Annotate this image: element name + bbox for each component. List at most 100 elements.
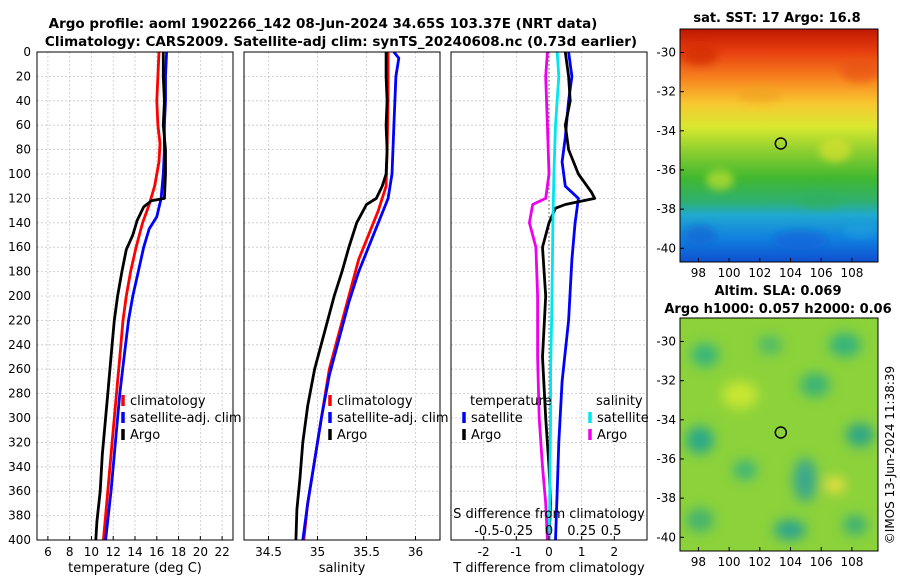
svg-text:climatology: climatology bbox=[337, 394, 413, 409]
svg-text:satellite: satellite bbox=[471, 411, 523, 426]
depth-tick-label: 360 bbox=[8, 484, 31, 498]
sst-map-xtick-label: 104 bbox=[779, 266, 802, 280]
sst-argo-location-marker bbox=[774, 137, 788, 150]
salinity-xtick-label: 34.5 bbox=[255, 545, 282, 559]
diff-legend-temperature-title: temperature bbox=[470, 394, 552, 409]
sst-map-axes: 98 100 102 104 106 108 -30 -32 -34 -36 -38 -40 bbox=[656, 45, 863, 280]
sst-map-ytick-label: -38 bbox=[656, 202, 676, 216]
salinity-legend-2: Argo bbox=[328, 428, 367, 443]
difference-line-s-satellite bbox=[547, 52, 561, 540]
temperature-xtick-label: 14 bbox=[127, 545, 142, 559]
diff-legend-s-argo: Argo bbox=[588, 428, 627, 443]
imos-timestamp-label: ©IMOS 13-Jun-2024 11:38:39 bbox=[883, 366, 897, 544]
depth-tick-label: 240 bbox=[8, 338, 31, 352]
temperature-xtick-label: 8 bbox=[66, 545, 74, 559]
depth-tick-label: 80 bbox=[16, 143, 31, 157]
depth-tick-label: 60 bbox=[16, 118, 31, 132]
sst-map-title: sat. SST: 17 Argo: 16.8 bbox=[693, 11, 860, 26]
diff-s-tick-label: -0.5 bbox=[474, 524, 499, 539]
sst-map-ytick-label: -40 bbox=[656, 241, 676, 255]
svg-text:Argo: Argo bbox=[597, 428, 627, 443]
salinity-xtick-label: 35 bbox=[310, 545, 325, 559]
depth-tick-label: 320 bbox=[8, 435, 31, 449]
depth-tick-label: 0 bbox=[23, 45, 31, 59]
figure-title-line2: Climatology: CARS2009. Satellite-adj cli… bbox=[45, 34, 637, 50]
difference-line-t-satellite bbox=[554, 52, 580, 540]
sst-map-ytick-label: -32 bbox=[656, 85, 676, 99]
difference-series bbox=[528, 52, 597, 540]
temperature-xtick-label: 10 bbox=[84, 545, 99, 559]
sla-map-ytick-label: -40 bbox=[656, 530, 676, 544]
sla-map-xtick-label: 102 bbox=[748, 555, 771, 569]
salinity-line-argo bbox=[294, 52, 389, 540]
svg-text:climatology: climatology bbox=[130, 394, 206, 409]
diff-s-tick-label: 0.5 bbox=[601, 524, 622, 539]
sst-map-xtick-label: 106 bbox=[810, 266, 833, 280]
difference-xtick-label: 2 bbox=[611, 545, 619, 559]
sst-map-ytick-label: -30 bbox=[656, 45, 676, 59]
sst-texture bbox=[682, 45, 878, 250]
depth-tick-label: 100 bbox=[8, 167, 31, 181]
figure-title-line1: Argo profile: aoml 1902266_142 08-Jun-20… bbox=[49, 16, 598, 32]
diff-legend-s-satellite: satellite bbox=[588, 411, 649, 426]
diff-legend-salinity-title: salinity bbox=[596, 394, 643, 409]
sst-map: sat. SST: 17 Argo: 16.8 98 100 102 104 106 bbox=[656, 11, 879, 280]
depth-tick-label: 380 bbox=[8, 509, 31, 523]
difference-line-t-argo bbox=[541, 52, 597, 540]
sla-map-ytick-label: -34 bbox=[656, 413, 676, 427]
sla-map-title-line1: Altim. SLA: 0.069 bbox=[715, 284, 842, 299]
depth-tick-label: 180 bbox=[8, 265, 31, 279]
sla-map-ytick-label: -38 bbox=[656, 491, 676, 505]
sst-map-xtick-label: 102 bbox=[748, 266, 771, 280]
diff-xlabel-top: S difference from climatology bbox=[453, 507, 645, 522]
salinity-xtick-label: 35.5 bbox=[353, 545, 380, 559]
depth-tick-label: 280 bbox=[8, 387, 31, 401]
diff-legend-t-argo: Argo bbox=[462, 428, 501, 443]
temperature-xtick-label: 18 bbox=[171, 545, 186, 559]
temperature-grid bbox=[37, 51, 233, 541]
diff-s-tick-label: 0 bbox=[545, 524, 553, 539]
salinity-panel: 34.5 35 35.5 36 salinity climatology satellite… bbox=[243, 51, 449, 576]
sla-texture bbox=[686, 333, 874, 540]
depth-tick-label: 340 bbox=[8, 460, 31, 474]
svg-text:Argo: Argo bbox=[130, 428, 160, 443]
temperature-line-argo bbox=[94, 52, 167, 540]
temperature-legend-2: Argo bbox=[121, 428, 160, 443]
difference-xtick-label: -1 bbox=[510, 545, 522, 559]
salinity-legend-0: climatology bbox=[328, 394, 413, 409]
temperature-series bbox=[94, 52, 168, 540]
svg-text:Argo: Argo bbox=[337, 428, 367, 443]
sla-map-ytick-label: -32 bbox=[656, 374, 676, 388]
sla-map-ytick-label: -30 bbox=[656, 334, 676, 348]
salinity-legend-1: satellite-adj. clim bbox=[328, 411, 449, 426]
sla-map-xtick-label: 104 bbox=[779, 555, 802, 569]
sla-map-ytick-label: -36 bbox=[656, 452, 676, 466]
salinity-xtick-label: 36 bbox=[408, 545, 423, 559]
sst-map-frame bbox=[679, 28, 879, 263]
svg-text:Argo: Argo bbox=[471, 428, 501, 443]
diff-legend-t-satellite: satellite bbox=[462, 411, 523, 426]
temperature-xtick-label: 6 bbox=[44, 545, 52, 559]
temperature-legend-1: satellite-adj. clim bbox=[121, 411, 242, 426]
difference-xtick-label: 1 bbox=[578, 545, 586, 559]
sla-map-xtick-label: 106 bbox=[810, 555, 833, 569]
sst-map-xtick-label: 100 bbox=[718, 266, 741, 280]
depth-tick-label: 20 bbox=[16, 69, 31, 83]
temperature-xtick-label: 20 bbox=[193, 545, 208, 559]
difference-panel: -2 -1 0 1 2 T difference from climatology temp… bbox=[450, 51, 649, 576]
sla-map-frame bbox=[679, 317, 879, 552]
svg-text:satellite: satellite bbox=[597, 411, 649, 426]
sla-map-xtick-label: 98 bbox=[691, 555, 706, 569]
depth-tick-label: 140 bbox=[8, 216, 31, 230]
diff-s-tick-label: 0.25 bbox=[567, 524, 596, 539]
temperature-xtick-label: 16 bbox=[149, 545, 164, 559]
sla-map-axes: 98 100 102 104 106 108 -30 -32 -34 -36 -38 -40 bbox=[656, 334, 863, 569]
temperature-xtick-label: 22 bbox=[214, 545, 229, 559]
sla-map-xtick-label: 100 bbox=[718, 555, 741, 569]
sst-map-xtick-label: 108 bbox=[840, 266, 863, 280]
depth-tick-label: 120 bbox=[8, 191, 31, 205]
svg-text:satellite-adj. clim: satellite-adj. clim bbox=[130, 411, 242, 426]
temperature-legend-0: climatology bbox=[121, 394, 206, 409]
